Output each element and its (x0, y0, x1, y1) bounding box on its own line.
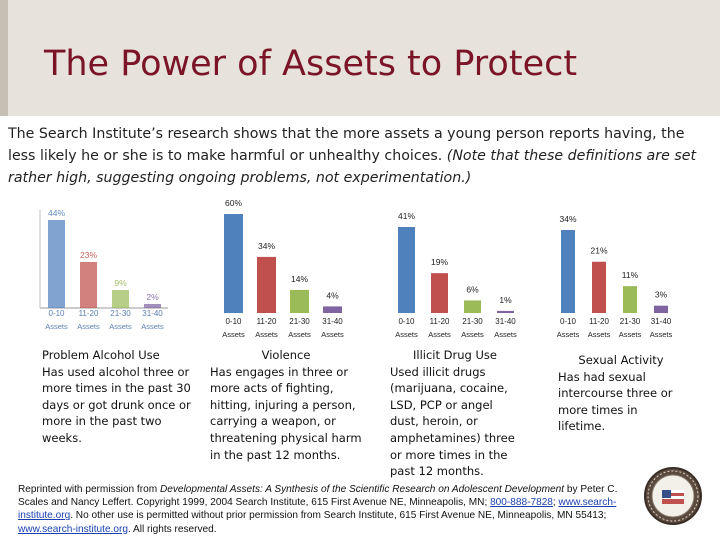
bar (398, 227, 415, 313)
intro-note: (Note that these definitions are set rat… (8, 148, 697, 186)
credit-part: . No other use is permitted without prio… (70, 510, 607, 522)
bar (257, 256, 276, 313)
data-label: 1% (499, 295, 512, 305)
tick-label: 31-40 (142, 309, 163, 318)
tick-label: 21-30 (462, 317, 483, 326)
bar (623, 286, 637, 313)
data-label: 11% (622, 270, 639, 280)
page-title: The Power of Assets to Protect (44, 44, 578, 84)
data-label: 4% (326, 290, 339, 300)
bar (80, 262, 97, 308)
desc-violence-body: Has engages in three or more acts of fig… (210, 364, 362, 462)
chart-alcohol: 44% 0-10 Assets 23% 11-20 Assets 9% 21-30 Assets… (39, 208, 168, 331)
bar (224, 214, 243, 313)
tick-label: Assets (255, 330, 278, 339)
intro-paragraph: The Search Institute’s research shows th… (8, 123, 712, 189)
tick-label: Assets (557, 330, 580, 339)
credit-phone-link[interactable]: 800-888-7828 (490, 497, 553, 509)
credit-url-link[interactable]: www.search-institute.org (18, 497, 617, 522)
data-label: 23% (80, 250, 97, 260)
tick-label: Assets (222, 330, 245, 339)
desc-violence-title: Violence (261, 348, 311, 362)
bar (431, 273, 448, 313)
tick-label: 11-20 (79, 309, 99, 318)
tick-label: 21-30 (289, 317, 310, 326)
credit-part: by Peter C. Scales and Nancy Leffert. Co… (18, 484, 618, 509)
data-label: 44% (48, 208, 65, 218)
bar (561, 230, 575, 313)
bar (48, 220, 65, 308)
tick-label: 21-30 (620, 317, 641, 326)
tick-label: Assets (650, 330, 673, 339)
bar (144, 304, 161, 308)
data-label: 2% (146, 292, 159, 302)
bar (592, 261, 606, 313)
bar (464, 300, 481, 313)
chart-drugs: 41% 0-10 Assets 19% 11-20 Assets 6% 21-30 Assets… (395, 211, 517, 339)
tick-label: 0-10 (398, 317, 415, 326)
data-label: 21% (590, 246, 607, 256)
tick-label: Assets (619, 330, 642, 339)
seal-logo (644, 467, 702, 525)
tick-label: Assets (494, 330, 517, 339)
desc-sexual-activity: Sexual Activity Has had sexual intercour… (558, 352, 684, 435)
tick-label: 31-40 (495, 317, 516, 326)
data-label: 34% (559, 214, 576, 224)
desc-alcohol-body: Has used alcohol three or more times in … (42, 364, 191, 445)
data-label: 3% (655, 290, 668, 300)
data-label: 6% (466, 284, 479, 294)
desc-drugs-body: Used illicit drugs (marijuana, cocaine, … (390, 364, 515, 479)
data-label: 34% (258, 241, 275, 251)
data-label: 14% (291, 274, 308, 284)
desc-drugs: Illicit Drug Use Used illicit drugs (mar… (390, 347, 520, 480)
credit-url-link-2[interactable]: www.search-institute.org (18, 523, 128, 535)
desc-drugs-title: Illicit Drug Use (413, 348, 497, 362)
data-label: 9% (114, 278, 127, 288)
tick-label: 0-10 (560, 317, 577, 326)
credit-text: Reprinted with permission from Developme… (18, 483, 638, 536)
data-label: 41% (398, 211, 415, 221)
tick-label: 11-20 (430, 317, 450, 326)
desc-sexual-activity-body: Has had sexual intercourse three or more… (558, 369, 673, 434)
chart-sexual-activity: 34% 0-10 Assets 21% 11-20 Assets 11% 21-30 Asset… (557, 214, 673, 339)
tick-label: Assets (321, 330, 344, 339)
bar (290, 289, 309, 313)
tick-label: Assets (45, 322, 68, 331)
desc-sexual-activity-title: Sexual Activity (578, 353, 664, 367)
title-band (0, 0, 720, 116)
bar (323, 306, 342, 313)
tick-label: 11-20 (257, 317, 277, 326)
tick-label: 31-40 (651, 317, 672, 326)
bar (654, 305, 668, 313)
data-label: 60% (225, 198, 242, 208)
credit-part: . All rights reserved. (127, 523, 217, 535)
credit-book-title: Developmental Assets: A Synthesis of the… (159, 484, 565, 495)
desc-violence: Violence Has engages in three or more ac… (210, 347, 362, 463)
desc-alcohol-title: Problem Alcohol Use (42, 348, 160, 362)
tick-label: 0-10 (48, 309, 65, 318)
tick-label: Assets (461, 330, 484, 339)
tick-label: 31-40 (322, 317, 343, 326)
intro-main: The Search Institute’s research shows th… (8, 126, 685, 164)
desc-alcohol: Problem Alcohol Use Has used alcohol thr… (42, 347, 192, 447)
bar (112, 290, 129, 308)
credit-part: Reprinted with permission from (18, 484, 160, 495)
title-accent-bar (0, 0, 8, 116)
tick-label: Assets (288, 330, 311, 339)
tick-label: Assets (141, 322, 164, 331)
tick-label: 11-20 (589, 317, 609, 326)
tick-label: 21-30 (110, 309, 131, 318)
tick-label: Assets (77, 322, 100, 331)
bar (497, 310, 514, 313)
tick-label: Assets (395, 330, 418, 339)
data-label: 19% (431, 257, 448, 267)
tick-label: 0-10 (225, 317, 242, 326)
credit-part: ; (552, 497, 559, 509)
tick-label: Assets (428, 330, 451, 339)
tick-label: Assets (109, 322, 132, 331)
tick-label: Assets (588, 330, 611, 339)
chart-violence: 60% 0-10 Assets 34% 11-20 Assets 14% 21-30 Asset… (222, 198, 344, 339)
